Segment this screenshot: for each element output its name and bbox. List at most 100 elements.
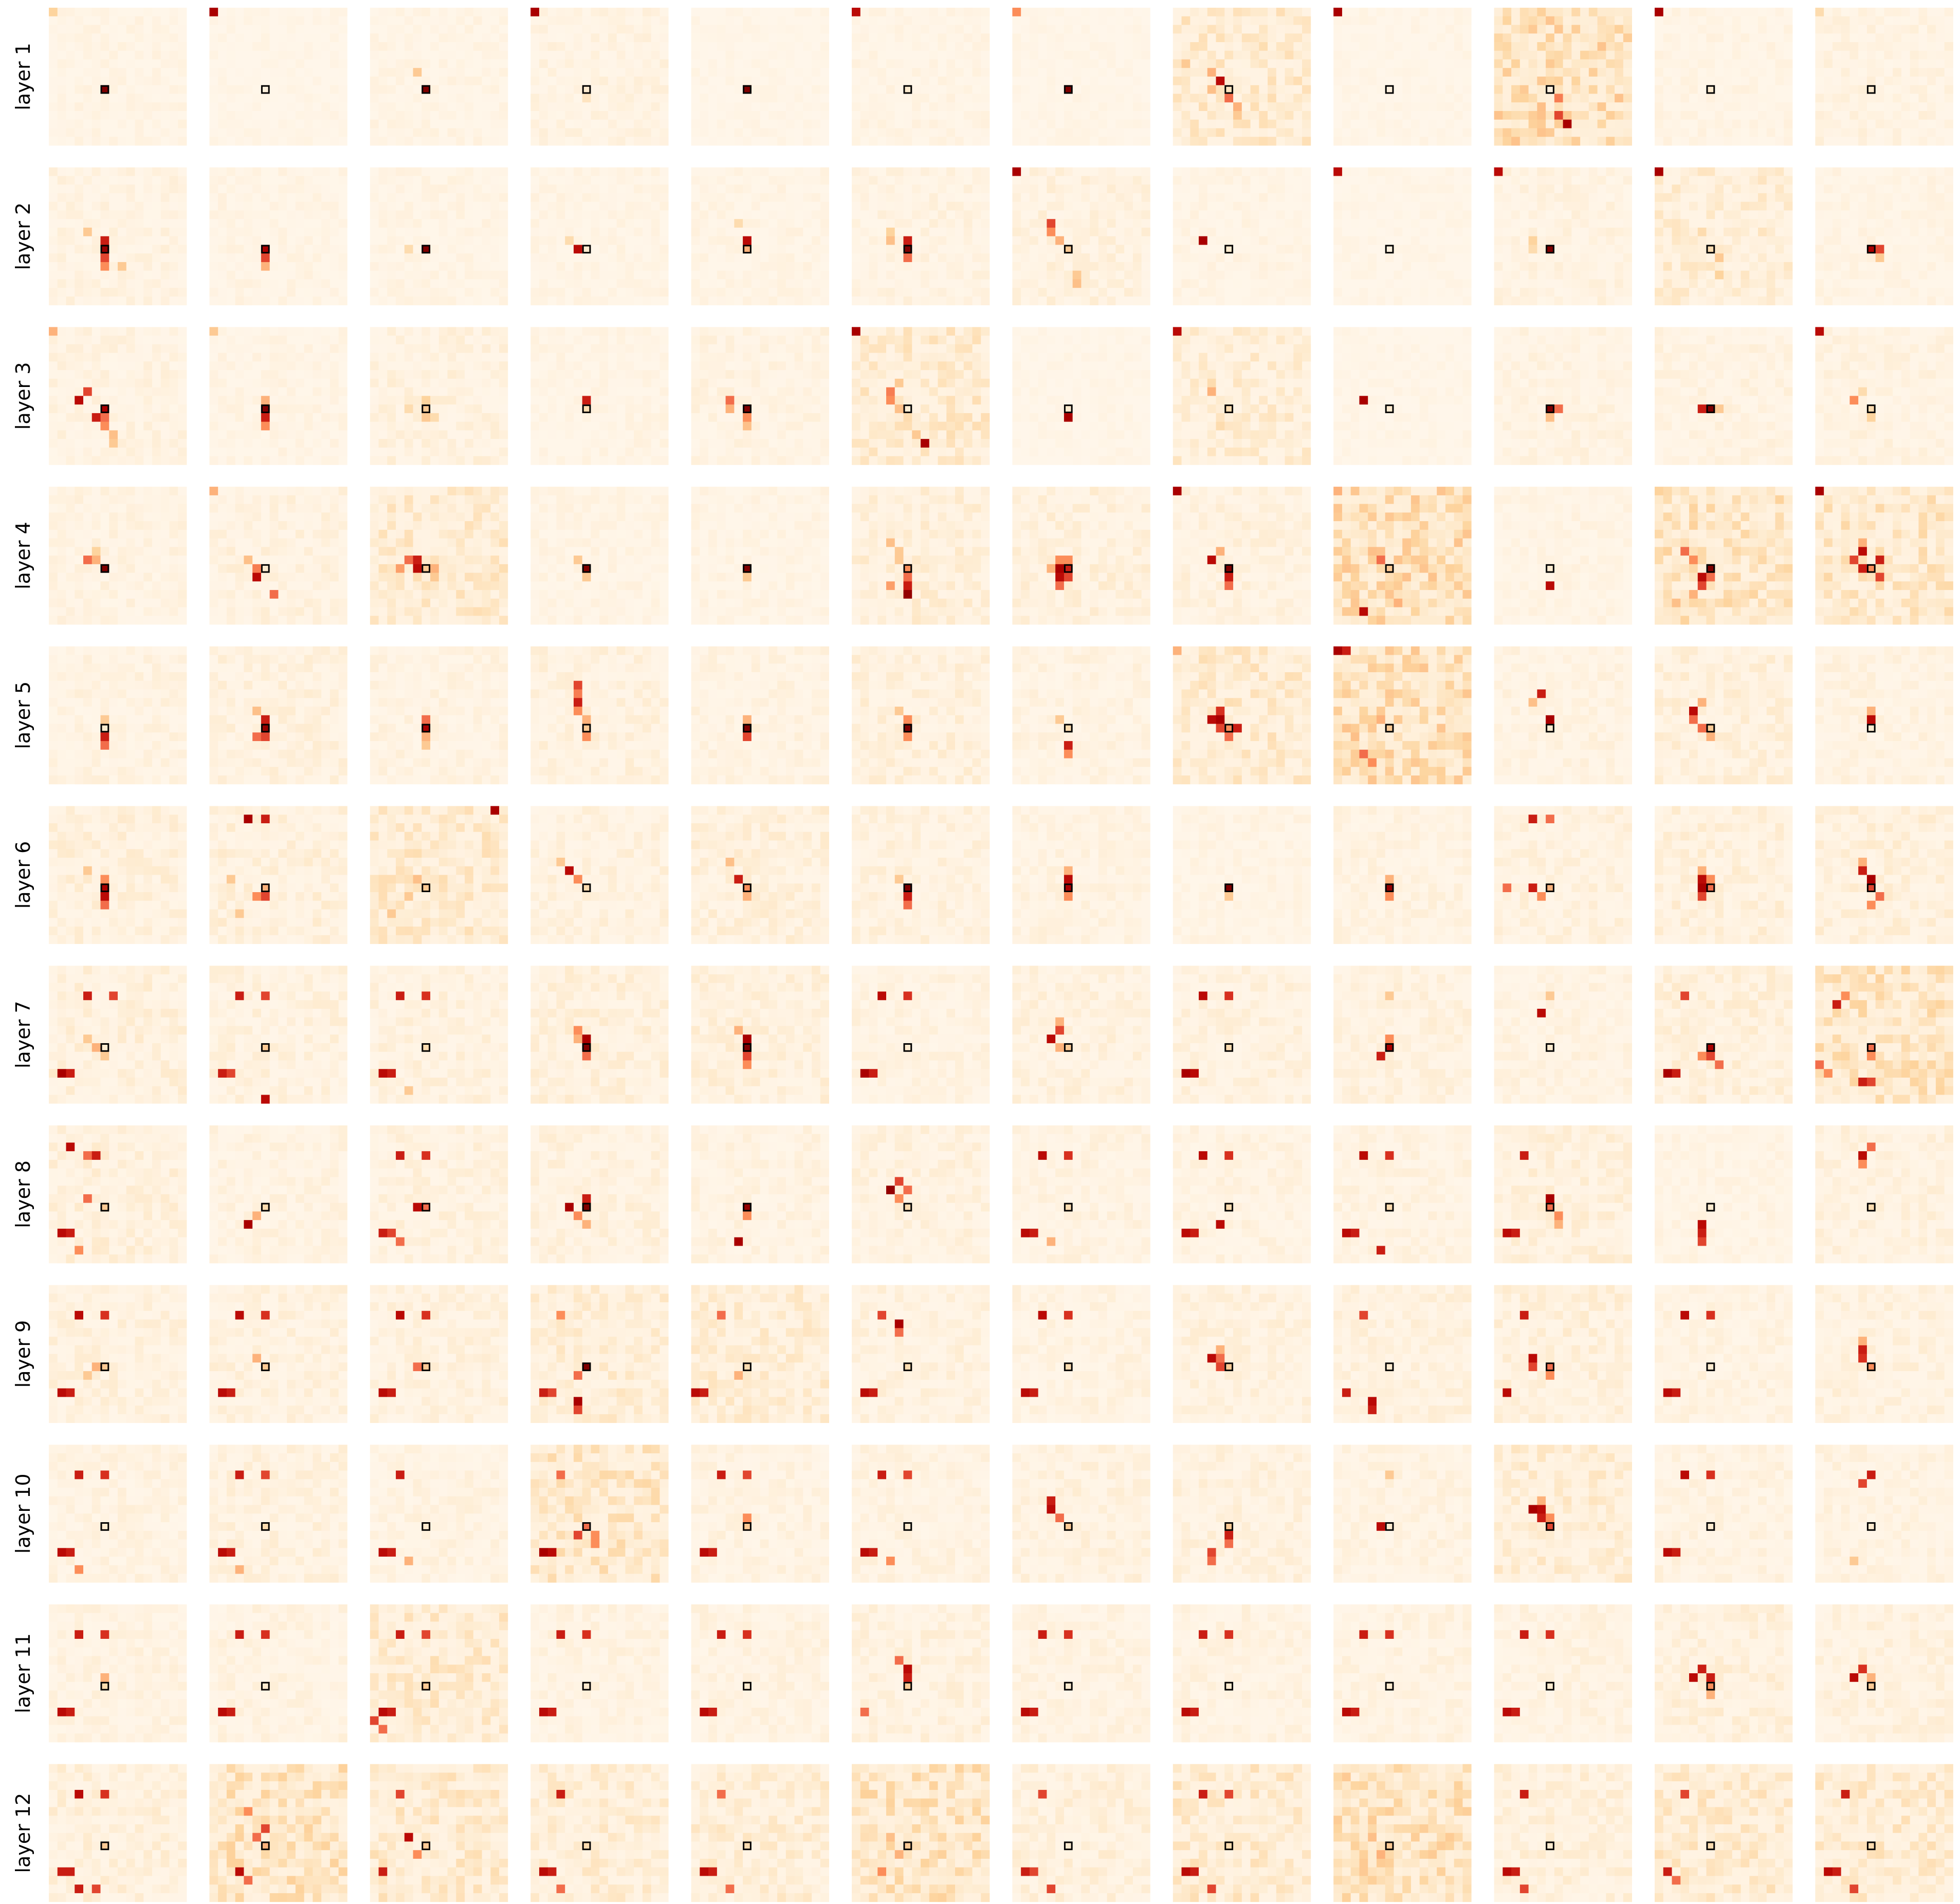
- heatmap-cell: [895, 8, 904, 16]
- heatmap-cell: [178, 111, 187, 120]
- heatmap-cell: [296, 60, 304, 68]
- heatmap-cell: [548, 111, 557, 120]
- heatmap-cell: [370, 68, 379, 77]
- heatmap-cell: [912, 33, 921, 42]
- heatmap-cell: [548, 102, 557, 111]
- heatmap-cell: [820, 85, 829, 94]
- heatmap-cell: [556, 68, 565, 77]
- heatmap-cell: [304, 128, 313, 137]
- heatmap-cell: [582, 128, 591, 137]
- heatmap-cell: [565, 8, 574, 16]
- heatmap-cell: [548, 94, 557, 103]
- row-label-9: layer 9: [12, 1320, 34, 1388]
- heatmap-cell: [548, 137, 557, 145]
- heatmap-cell: [743, 137, 752, 145]
- heatmap-cell: [448, 120, 456, 128]
- heatmap-cell: [244, 16, 252, 25]
- heatmap-cell: [339, 42, 347, 51]
- heatmap-cell: [651, 42, 660, 51]
- heatmap-cell: [643, 8, 651, 16]
- heatmap-cell: [379, 42, 388, 51]
- heatmap-cell: [413, 68, 422, 77]
- heatmap-cell: [430, 42, 439, 51]
- heatmap-cell: [304, 111, 313, 120]
- heatmap-cell: [387, 137, 396, 145]
- heatmap-cell: [795, 33, 803, 42]
- heatmap-cell: [270, 102, 279, 111]
- heatmap-cell: [101, 60, 109, 68]
- heatmap-cell: [448, 137, 456, 145]
- heatmap-cell: [895, 33, 904, 42]
- heatmap-cell: [777, 68, 786, 77]
- heatmap-cell: [726, 85, 735, 94]
- heatmap-cell: [929, 16, 938, 25]
- heatmap-cell: [413, 8, 422, 16]
- heatmap-cell: [405, 33, 413, 42]
- heatmap-cell: [439, 111, 448, 120]
- heatmap-cell: [235, 137, 244, 145]
- heatmap-cell: [49, 16, 58, 25]
- heatmap-cell: [946, 85, 955, 94]
- heatmap-cell: [370, 77, 379, 85]
- heatmap-cell: [161, 51, 170, 60]
- heatmap-cell: [465, 94, 473, 103]
- heatmap-cell: [227, 77, 235, 85]
- heatmap-cell: [58, 137, 66, 145]
- heatmap-cell: [49, 68, 58, 77]
- heatmap-cell: [946, 33, 955, 42]
- heatmap-cell: [643, 120, 651, 128]
- heatmap-cell: [582, 68, 591, 77]
- heatmap-cell: [244, 137, 252, 145]
- heatmap-cell: [313, 128, 321, 137]
- heatmap-cell: [660, 8, 668, 16]
- heatmap-cell: [565, 102, 574, 111]
- heatmap-cell: [691, 85, 700, 94]
- heatmap-cell: [252, 8, 261, 16]
- heatmap-cell: [599, 68, 608, 77]
- heatmap-cell: [161, 94, 170, 103]
- heatmap-cell: [313, 137, 321, 145]
- heatmap-cell: [760, 68, 769, 77]
- heatmap-cell: [405, 85, 413, 94]
- heatmap-cell: [227, 85, 235, 94]
- heatmap-cell: [430, 102, 439, 111]
- heatmap-cell: [852, 85, 860, 94]
- heatmap-cell: [270, 25, 279, 34]
- row-label-11: layer 11: [12, 1633, 34, 1713]
- heatmap-cell: [135, 120, 144, 128]
- heatmap-cell: [582, 25, 591, 34]
- heatmap-cell: [643, 68, 651, 77]
- heatmap-cell: [413, 128, 422, 137]
- heatmap-cell: [795, 8, 803, 16]
- heatmap-cell: [83, 68, 92, 77]
- heatmap-cell: [339, 94, 347, 103]
- heatmap-cell: [49, 94, 58, 103]
- heatmap-cell: [92, 42, 101, 51]
- heatmap-cell: [235, 60, 244, 68]
- heatmap-cell: [860, 25, 869, 34]
- heatmap-cell: [135, 85, 144, 94]
- heatmap-cell: [768, 25, 777, 34]
- heatmap-cell: [296, 25, 304, 34]
- heatmap-cell: [304, 85, 313, 94]
- heatmap-cell: [617, 137, 626, 145]
- heatmap-cell: [786, 85, 795, 94]
- heatmap-cell: [252, 77, 261, 85]
- heatmap-cell: [625, 33, 634, 42]
- heatmap-cell: [795, 102, 803, 111]
- heatmap-cell: [768, 94, 777, 103]
- heatmap-cell: [617, 68, 626, 77]
- heatmap-cell: [912, 16, 921, 25]
- heatmap-cell: [556, 120, 565, 128]
- heatmap-cell: [209, 102, 218, 111]
- heatmap-cell: [660, 137, 668, 145]
- heatmap-cell: [660, 51, 668, 60]
- heatmap-cell: [582, 60, 591, 68]
- heatmap-cell: [287, 60, 296, 68]
- heatmap-cell: [499, 111, 508, 120]
- heatmap-cell: [643, 137, 651, 145]
- heatmap-cell: [904, 42, 912, 51]
- heatmap-cell: [795, 25, 803, 34]
- heatmap-cell: [109, 16, 118, 25]
- heatmap-cell: [287, 128, 296, 137]
